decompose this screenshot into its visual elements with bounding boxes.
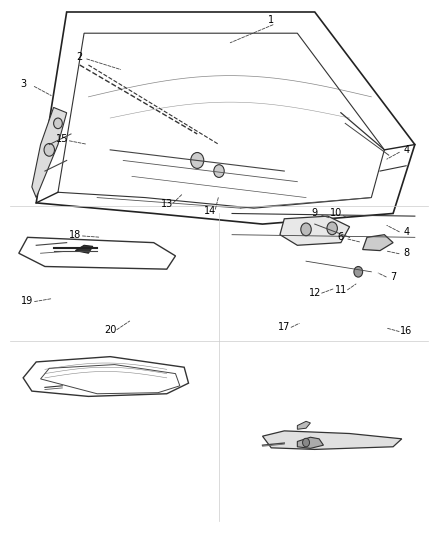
Text: 17: 17	[278, 322, 290, 333]
Polygon shape	[297, 421, 311, 429]
Text: 1: 1	[268, 15, 274, 25]
Circle shape	[191, 152, 204, 168]
Text: 9: 9	[312, 208, 318, 219]
Circle shape	[53, 118, 62, 128]
Text: 20: 20	[104, 325, 117, 335]
Circle shape	[327, 222, 337, 235]
Circle shape	[44, 143, 54, 156]
Text: 4: 4	[403, 227, 409, 237]
Text: 10: 10	[330, 208, 343, 219]
Circle shape	[214, 165, 224, 177]
Polygon shape	[280, 216, 350, 245]
Text: 8: 8	[403, 248, 409, 259]
Text: 18: 18	[69, 230, 81, 240]
Text: 16: 16	[400, 326, 412, 336]
Circle shape	[301, 223, 311, 236]
Text: 15: 15	[56, 134, 68, 144]
Circle shape	[354, 266, 363, 277]
Text: 4: 4	[403, 145, 409, 155]
Polygon shape	[262, 431, 402, 449]
Polygon shape	[75, 245, 93, 253]
Text: 12: 12	[308, 288, 321, 298]
Text: 6: 6	[338, 232, 344, 243]
Text: 2: 2	[77, 52, 83, 62]
Text: 19: 19	[21, 296, 34, 306]
Circle shape	[303, 438, 310, 447]
Text: 13: 13	[161, 199, 173, 209]
Text: 14: 14	[204, 206, 216, 216]
Polygon shape	[32, 108, 67, 198]
Text: 3: 3	[20, 78, 26, 88]
Text: 11: 11	[335, 285, 347, 295]
Polygon shape	[297, 437, 323, 448]
Polygon shape	[363, 235, 393, 251]
Text: 7: 7	[390, 272, 396, 282]
